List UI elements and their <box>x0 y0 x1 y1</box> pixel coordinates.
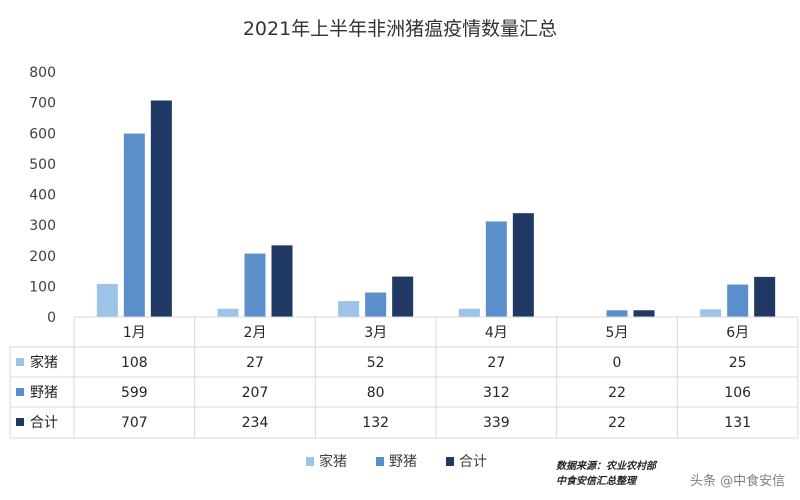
table-row-label: 野猪 <box>30 385 58 401</box>
bar-合计 <box>754 276 776 317</box>
bar-家猪 <box>338 301 360 317</box>
table-legend-key <box>16 358 24 366</box>
y-tick-label: 400 <box>29 188 56 204</box>
y-tick-label: 100 <box>29 279 56 295</box>
legend-label: 野猪 <box>389 454 417 470</box>
y-tick-label: 700 <box>29 96 56 112</box>
data-value: 108 <box>121 355 148 371</box>
x-tick-label: 3月 <box>364 325 387 341</box>
data-value: 52 <box>367 355 385 371</box>
data-value: 132 <box>362 415 389 431</box>
data-value: 707 <box>121 415 148 431</box>
data-value: 0 <box>613 355 622 371</box>
legend-swatch <box>376 457 384 466</box>
data-value: 22 <box>608 385 626 401</box>
data-value: 131 <box>724 415 751 431</box>
x-tick-label: 6月 <box>726 325 749 341</box>
y-tick-label: 0 <box>47 310 56 326</box>
legend-swatch <box>306 457 314 466</box>
bar-家猪 <box>700 309 722 317</box>
bar-家猪 <box>458 308 480 317</box>
bars-layer <box>96 100 776 317</box>
bar-野猪 <box>485 221 507 317</box>
y-tick-label: 200 <box>29 249 56 265</box>
data-source-line: 中食安信汇总整理 <box>556 476 636 487</box>
x-tick-label: 5月 <box>606 325 629 341</box>
legend: 家猪 野猪 合计 <box>306 453 487 470</box>
data-value: 25 <box>729 355 747 371</box>
y-tick-label: 500 <box>29 157 56 173</box>
bar-合计 <box>633 310 655 317</box>
bar-家猪 <box>217 308 239 317</box>
data-source-note: 数据来源：农业农村部 中食安信汇总整理 <box>556 459 796 489</box>
data-value: 339 <box>483 415 510 431</box>
data-value: 234 <box>242 415 269 431</box>
data-value: 22 <box>608 415 626 431</box>
table-legend-key <box>16 418 24 426</box>
y-tick-label: 800 <box>29 65 56 81</box>
chart-title: 2021年上半年非洲猪瘟疫情数量汇总 <box>242 18 558 40</box>
bar-野猪 <box>244 253 266 317</box>
bar-合计 <box>512 213 534 317</box>
legend-label: 家猪 <box>319 453 347 470</box>
data-value: 599 <box>121 385 148 401</box>
data-value: 27 <box>487 355 505 371</box>
data-value: 80 <box>367 385 385 401</box>
data-value: 312 <box>483 385 510 401</box>
data-value: 207 <box>242 385 269 401</box>
bar-合计 <box>150 100 172 317</box>
bar-合计 <box>392 276 414 317</box>
bar-野猪 <box>365 292 387 317</box>
x-tick-label: 1月 <box>123 325 146 341</box>
x-tick-label: 4月 <box>485 325 508 341</box>
table-row-label: 合计 <box>30 415 58 431</box>
watermark-text: 头条 @中食安信 <box>690 474 786 489</box>
legend-swatch <box>446 457 454 466</box>
bar-野猪 <box>123 133 145 317</box>
table-row-label: 家猪 <box>30 354 58 371</box>
bar-野猪 <box>727 284 749 317</box>
bar-合计 <box>271 245 293 317</box>
legend-label: 合计 <box>459 454 487 470</box>
axis-layer: 0 100 200 300 400 500 600 700 800 <box>29 65 798 326</box>
y-tick-label: 300 <box>29 218 56 234</box>
data-value: 27 <box>246 355 264 371</box>
bar-野猪 <box>606 310 628 317</box>
x-tick-label: 2月 <box>244 325 267 341</box>
data-value: 106 <box>724 385 751 401</box>
bar-家猪 <box>96 283 118 317</box>
table-legend-key <box>16 388 24 396</box>
data-source-line: 数据来源：农业农村部 <box>556 461 656 472</box>
y-tick-label: 600 <box>29 126 56 142</box>
